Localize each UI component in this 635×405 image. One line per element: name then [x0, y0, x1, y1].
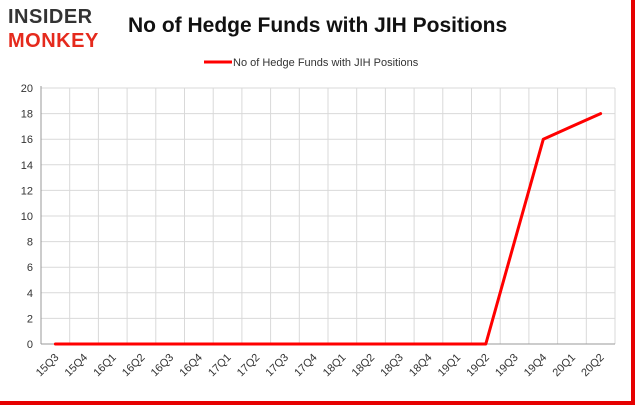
- x-tick-label: 16Q3: [149, 352, 177, 380]
- x-tick-label: 18Q4: [407, 352, 435, 380]
- x-tick-label: 16Q2: [120, 352, 148, 380]
- legend: No of Hedge Funds with JIH Positions: [204, 57, 419, 69]
- y-tick-label: 12: [21, 185, 33, 197]
- insider-monkey-logo: INSIDER MONKEY: [8, 6, 116, 54]
- x-tick-label: 17Q2: [235, 352, 263, 380]
- x-tick-label: 19Q4: [522, 352, 550, 380]
- series-line-0: [53, 112, 603, 346]
- x-tick-labels: 15Q3 15Q4 16Q1 16Q2 16Q3 16Q4 17Q1 17Q2 17Q3 17Q4…: [34, 352, 607, 380]
- y-tick-labels: 0 2 4 6 8 10 12 14 16 18 20: [21, 83, 33, 351]
- x-tick-label: 18Q3: [378, 352, 406, 380]
- logo-line-monkey: MONKEY: [8, 30, 99, 52]
- x-tick-label: 18Q1: [321, 352, 349, 380]
- x-tick-label: 19Q2: [464, 352, 492, 380]
- x-tick-label: 20Q1: [551, 352, 579, 380]
- y-tick-label: 0: [27, 339, 33, 351]
- x-tick-label: 17Q1: [206, 352, 234, 380]
- x-tick-label: 20Q2: [579, 352, 607, 380]
- legend-label: No of Hedge Funds with JIH Positions: [233, 57, 419, 69]
- grid-layer: [40, 87, 616, 345]
- x-tick-label: 19Q3: [493, 352, 521, 380]
- y-tick-label: 20: [21, 83, 33, 95]
- x-tick-label: 16Q1: [91, 352, 119, 380]
- x-tick-label: 15Q4: [63, 352, 91, 380]
- y-tick-label: 4: [27, 288, 33, 300]
- chart-title: No of Hedge Funds with JIH Positions: [128, 14, 508, 37]
- y-tick-label: 16: [21, 134, 33, 146]
- y-tick-label: 14: [21, 160, 33, 172]
- y-tick-label: 6: [27, 262, 33, 274]
- series-layer: [53, 112, 603, 346]
- logo-line-insider: INSIDER: [8, 6, 93, 28]
- x-tick-label: 16Q4: [177, 352, 205, 380]
- y-tick-label: 10: [21, 211, 33, 223]
- x-tick-label: 17Q3: [264, 352, 292, 380]
- y-tick-label: 18: [21, 109, 33, 121]
- x-tick-label: 18Q2: [350, 352, 378, 380]
- x-tick-label: 19Q1: [436, 352, 464, 380]
- x-tick-label: 17Q4: [292, 352, 320, 380]
- y-tick-label: 8: [27, 237, 33, 249]
- y-tick-label: 2: [27, 313, 33, 325]
- x-tick-label: 15Q3: [34, 352, 62, 380]
